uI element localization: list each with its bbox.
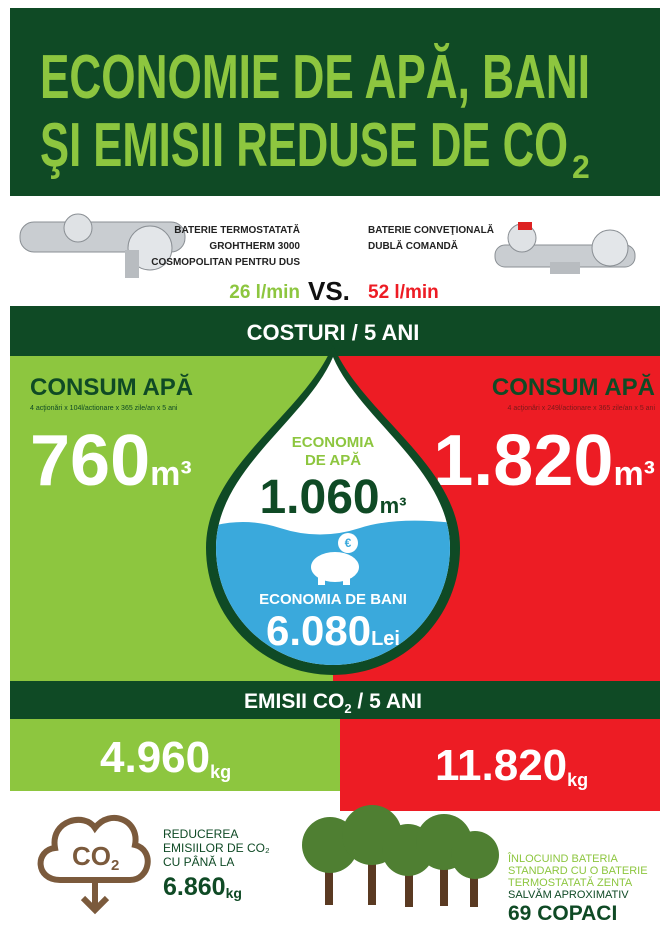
note: 4 acţionări x 249l/actionare x 365 zile/… bbox=[508, 405, 656, 412]
heading: COSTURI / 5 ANI bbox=[247, 320, 420, 345]
value: 1.820m³ bbox=[433, 421, 655, 501]
footer-text: EMISIILOR DE CO₂ bbox=[163, 841, 270, 855]
footer-value: 6.860kg bbox=[163, 873, 242, 901]
header-bg bbox=[10, 8, 660, 196]
flow: 26 l/min bbox=[229, 282, 300, 303]
band bbox=[10, 306, 660, 356]
vs: VS. bbox=[308, 276, 350, 306]
value: 4.960kg bbox=[100, 733, 231, 782]
product-name: GROHTHERM 3000 bbox=[209, 241, 300, 252]
product-name: BATERIE TERMOSTATATĂ bbox=[174, 223, 300, 236]
water-label: ECONOMIA bbox=[292, 434, 375, 451]
water-value: 1.060m³ bbox=[259, 471, 406, 524]
label: CONSUM APĂ bbox=[30, 373, 193, 401]
icon-text: CO2 bbox=[72, 841, 119, 874]
water-label: DE APĂ bbox=[305, 452, 361, 469]
band bbox=[10, 681, 660, 719]
value: 11.820kg bbox=[435, 741, 588, 790]
footer-text: REDUCEREA bbox=[163, 827, 238, 841]
trees bbox=[302, 805, 499, 907]
footer-value: 69 COPACI bbox=[508, 902, 617, 925]
thermostatic-faucet bbox=[19, 213, 186, 278]
title: ŞI EMISII REDUSE DE CO bbox=[40, 111, 568, 180]
label: CONSUM APĂ bbox=[492, 373, 655, 401]
money-value: 6.080Lei bbox=[266, 607, 400, 654]
value: 760m³ bbox=[30, 421, 192, 501]
product-name: DUBLĂ COMANDĂ bbox=[368, 239, 458, 252]
note: 4 acţionări x 104l/actionare x 365 zile/… bbox=[30, 405, 178, 412]
product-name: BATERIE CONVEŢIONALĂ bbox=[368, 223, 494, 236]
piggy-bank bbox=[311, 533, 359, 585]
heading: EMISII CO2 / 5 ANI bbox=[244, 690, 422, 716]
title: ECONOMIE DE APĂ, BANI bbox=[40, 43, 590, 112]
right-panel bbox=[340, 719, 660, 811]
footer-text: STANDARD CU O BATERIE bbox=[508, 865, 648, 877]
left-panel bbox=[10, 719, 340, 791]
flow: 52 l/min bbox=[368, 282, 439, 303]
title-sub: 2 bbox=[572, 149, 590, 185]
currency-icon: € bbox=[345, 536, 352, 550]
footer-text: TERMOSTATATĂ ZENTA bbox=[508, 876, 633, 889]
footer-text: ÎNLOCUIND BATERIA bbox=[507, 852, 618, 865]
co2-icon bbox=[37, 815, 151, 915]
conventional-faucet bbox=[494, 222, 636, 274]
product-name: COSMOPOLITAN PENTRU DUS bbox=[151, 257, 300, 268]
footer-text: SALVĂM APROXIMATIV bbox=[508, 888, 629, 901]
footer-text: CU PÂNĂ LA bbox=[163, 854, 234, 869]
money-label: ECONOMIA DE BANI bbox=[259, 591, 407, 608]
